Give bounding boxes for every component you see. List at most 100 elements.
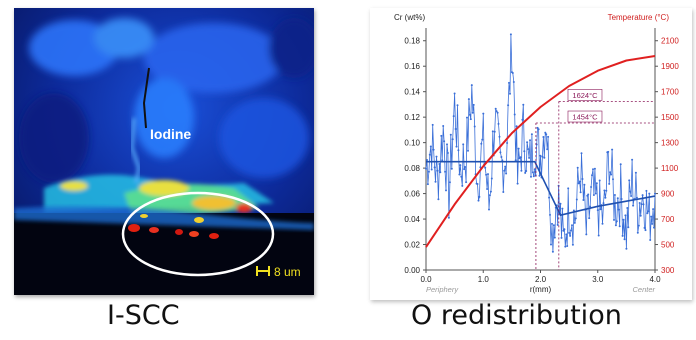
measured-cr-point (596, 209, 599, 212)
measured-cr-point (570, 229, 572, 232)
measured-cr-point (537, 128, 540, 131)
measured-cr-point (497, 122, 500, 125)
measured-cr-point (448, 181, 451, 184)
measured-cr-point (545, 133, 548, 136)
measured-cr-point (491, 130, 494, 133)
measured-cr-point (527, 148, 530, 151)
measured-cr-point (480, 142, 483, 145)
measured-cr-point (652, 208, 655, 211)
measured-cr-point (544, 131, 547, 134)
measured-cr-point (426, 159, 428, 161)
scale-label: 8 um (274, 265, 301, 279)
measured-cr-point (444, 170, 447, 173)
measured-cr-point (595, 182, 598, 185)
iodine-label: Iodine (150, 126, 191, 142)
measured-cr-point (488, 194, 491, 197)
measured-cr-point (530, 175, 532, 178)
measured-cr-point (615, 220, 618, 223)
measured-cr-point (609, 171, 612, 174)
measured-cr-point (428, 153, 431, 156)
y-left-tick-label: 0.14 (404, 88, 420, 97)
measured-cr-point (641, 194, 644, 197)
measured-cr-point (551, 222, 553, 225)
caption-left: I-SCC (107, 300, 180, 331)
y-left-tick-label: 0.04 (404, 215, 420, 224)
measured-cr-point (651, 222, 654, 225)
measured-cr-point (427, 170, 430, 173)
measured-cr-point (604, 196, 607, 199)
measured-cr-point (612, 178, 614, 181)
measured-cr-point (626, 207, 629, 209)
measured-cr-point (500, 156, 503, 158)
measured-cr-point (457, 149, 460, 152)
measured-cr-point (507, 104, 510, 107)
x-tick-label: 3.0 (592, 275, 604, 284)
measured-cr-point (470, 84, 473, 87)
measured-cr-point (508, 81, 510, 84)
measured-cr-point (484, 166, 487, 169)
measured-cr-point (559, 202, 562, 205)
measured-cr-point (576, 166, 579, 169)
measured-cr-point (488, 208, 490, 211)
measured-cr-point (605, 189, 608, 192)
measured-cr-point (546, 148, 549, 151)
measured-cr-point (591, 174, 593, 177)
measured-cr-point (458, 173, 461, 176)
measured-cr-point (637, 224, 640, 227)
x-axis-label: r(mm) (530, 285, 552, 294)
measured-cr-point (603, 189, 606, 192)
measured-cr-point (472, 103, 475, 106)
measured-cr-point (640, 203, 643, 206)
measured-cr-point (608, 182, 611, 185)
x-tick-label: 0.0 (420, 275, 432, 284)
measured-cr-point (646, 212, 649, 215)
measured-cr-point (469, 118, 472, 121)
measured-cr-point (601, 222, 604, 225)
measured-cr-point (562, 229, 565, 232)
measured-cr-point (598, 179, 601, 182)
measured-cr-point (620, 198, 623, 200)
measured-cr-point (496, 111, 499, 114)
measured-cr-point (549, 213, 551, 216)
measured-cr-point (487, 173, 489, 176)
measured-cr-point (631, 158, 634, 161)
annotation-label: 1454°C (572, 113, 598, 122)
measured-cr-point (589, 205, 592, 208)
measured-cr-point (623, 238, 626, 241)
measured-cr-point (506, 142, 509, 144)
measured-cr-point (465, 181, 468, 184)
measured-cr-point (616, 197, 619, 200)
x-tick-label: 4.0 (649, 275, 661, 284)
measured-cr-point (552, 224, 555, 227)
y-left-tick-label: 0.06 (404, 190, 420, 199)
measured-cr-point (453, 92, 456, 95)
measured-cr-point (450, 167, 453, 170)
measured-cr-point (426, 183, 429, 186)
measured-cr-point (462, 143, 465, 146)
measured-cr-point (571, 224, 573, 227)
measured-cr-point (495, 110, 498, 113)
measured-cr-point (569, 234, 572, 237)
measured-cr-point (582, 199, 585, 201)
y-right-tick-label: 500 (661, 241, 675, 250)
y-right-tick-label: 1500 (661, 113, 679, 122)
measured-cr-point (477, 199, 480, 202)
measured-cr-point (617, 208, 620, 211)
measured-cr-point (504, 165, 507, 168)
measured-cr-point (514, 159, 517, 162)
measured-cr-point (551, 250, 554, 253)
measured-cr-point (440, 134, 443, 137)
measured-cr-point (471, 111, 474, 114)
periphery-label: Periphery (426, 285, 459, 294)
measured-cr-point (454, 128, 457, 130)
measured-cr-point (614, 224, 617, 227)
measured-cr-line (425, 34, 656, 252)
measured-cr-point (528, 156, 531, 159)
measured-cr-point (464, 166, 467, 168)
measured-cr-point (610, 173, 613, 176)
measured-cr-point (524, 171, 527, 174)
measured-cr-point (588, 217, 591, 220)
measured-cr-point (520, 169, 523, 172)
cr-temperature-chart: 0.00 0.02 0.04 0.06 0.08 0.10 0.12 0.14 0.16 0.18… (394, 13, 679, 294)
measured-cr-point (455, 145, 458, 148)
